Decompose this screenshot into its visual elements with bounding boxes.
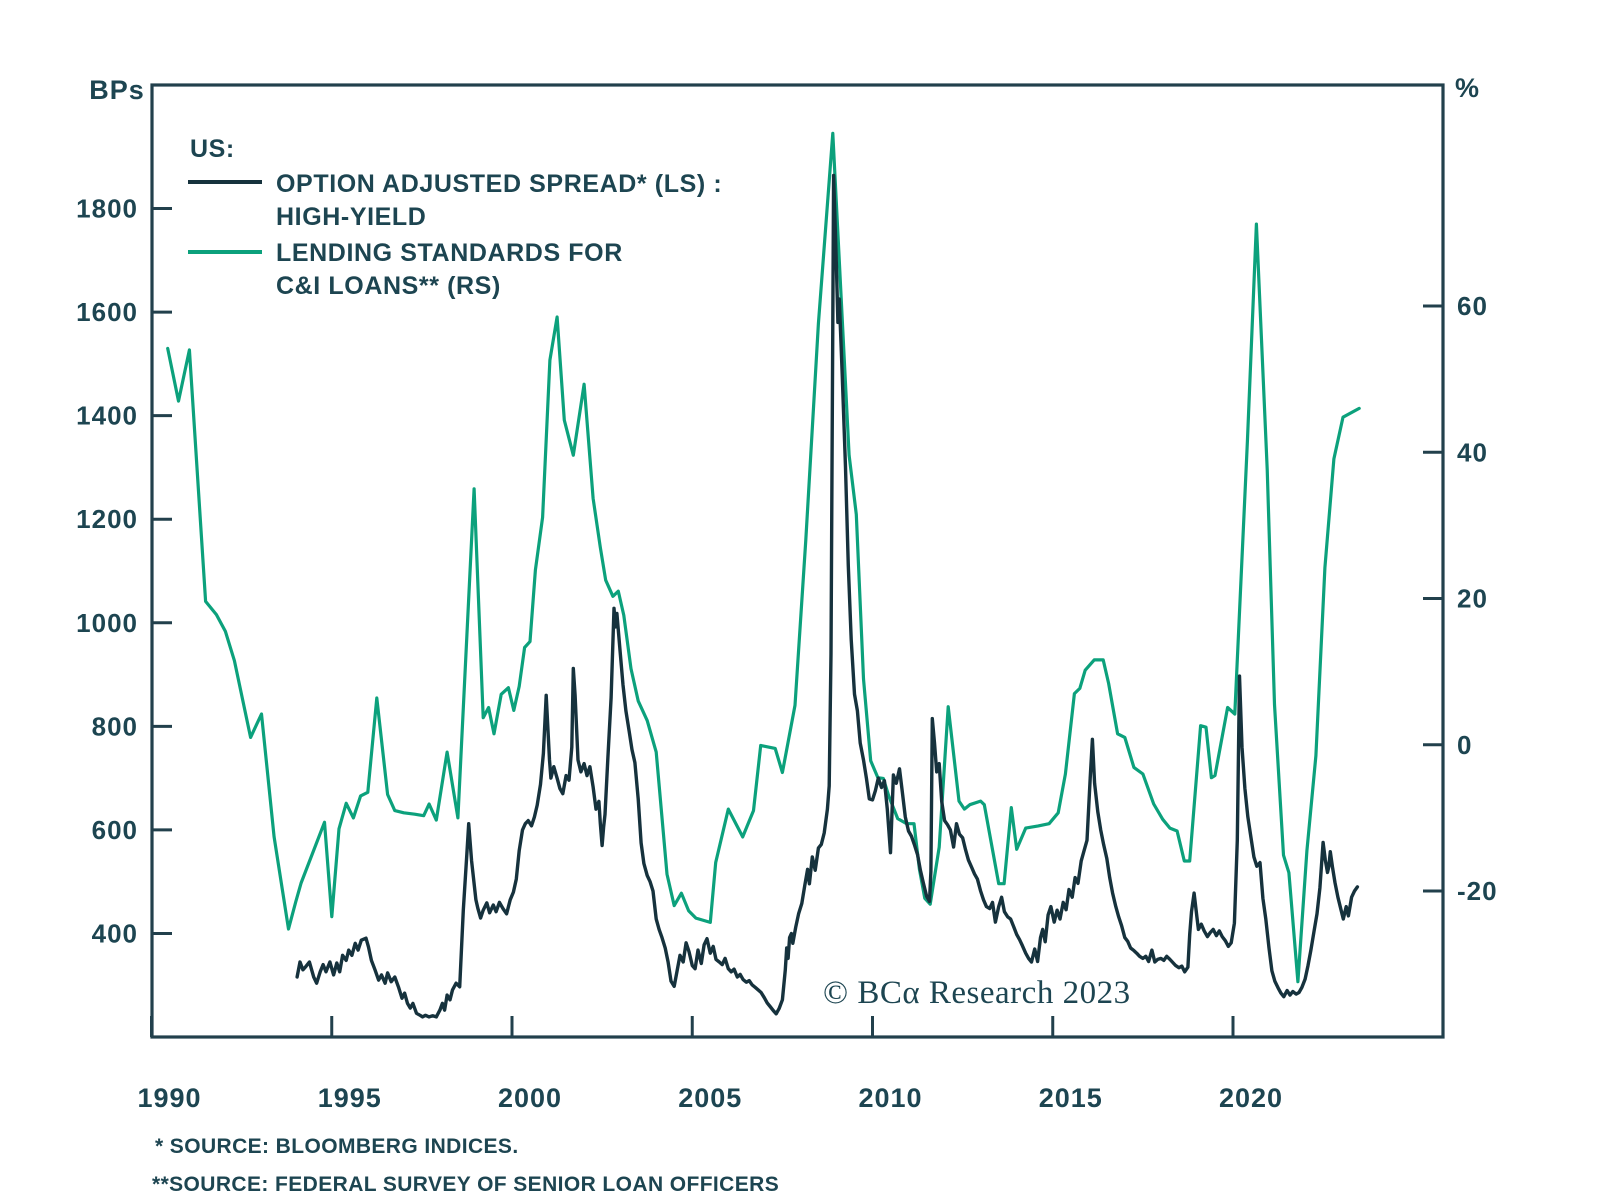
legend-label-spread-line-2: HIGH-YIELD (276, 203, 426, 231)
plot-border (150, 83, 1445, 1039)
legend-heading: US: (190, 135, 235, 163)
x-tick-label-2020: 2020 (1219, 1083, 1283, 1113)
right-tick-label-40: 40 (1457, 437, 1488, 467)
x-tick-label-2010: 2010 (858, 1083, 922, 1113)
lending-series-path (166, 131, 1361, 984)
right-axis-unit-label: % (1455, 73, 1480, 103)
right-tick-label--20: -20 (1457, 876, 1498, 906)
axis-tick-labels: 1800 1600 1400 1200 1000 800 600 400 60 40 20 0 -20 1… (76, 193, 1498, 1113)
series-lines (166, 131, 1361, 1019)
legend-label-spread-line-1: OPTION ADJUSTED SPREAD* (LS) : (276, 170, 722, 198)
left-tick-label-600: 600 (92, 815, 138, 845)
left-tick-label-1400: 1400 (76, 401, 138, 431)
x-tick-label-2000: 2000 (498, 1083, 562, 1113)
x-tick-label-2015: 2015 (1039, 1083, 1103, 1113)
left-tick-label-1800: 1800 (76, 193, 138, 223)
copyright-text: © BCα Research 2023 (823, 975, 1131, 1011)
right-tick-label-20: 20 (1457, 584, 1488, 614)
legend-swatch-lending-line (188, 250, 262, 254)
left-tick-label-1600: 1600 (76, 297, 138, 327)
right-tick-label-60: 60 (1457, 291, 1488, 321)
legend-label-lending-line-2: C&I LOANS** (RS) (276, 272, 501, 300)
footnote-source-2: **SOURCE: FEDERAL SURVEY OF SENIOR LOAN … (152, 1173, 779, 1196)
right-tick-label-0: 0 (1457, 730, 1472, 760)
legend-swatch-spread-line (188, 180, 262, 184)
x-tick-label-1990: 1990 (137, 1083, 201, 1113)
x-tick-label-1995: 1995 (318, 1083, 382, 1113)
left-tick-label-1200: 1200 (76, 504, 138, 534)
left-tick-label-400: 400 (92, 919, 138, 949)
left-tick-label-800: 800 (92, 711, 138, 741)
left-axis-unit-label: BPs (89, 75, 145, 105)
legend-label-lending-line-1: LENDING STANDARDS FOR (276, 239, 623, 267)
legend: US: OPTION ADJUSTED SPREAD* (LS) : HIGH-… (188, 135, 722, 300)
left-tick-label-1000: 1000 (76, 608, 138, 638)
x-tick-label-2005: 2005 (678, 1083, 742, 1113)
axis-ticks (150, 206, 1443, 1037)
spread-series-path (295, 173, 1360, 1019)
footnote-source-1: * SOURCE: BLOOMBERG INDICES. (155, 1135, 519, 1158)
